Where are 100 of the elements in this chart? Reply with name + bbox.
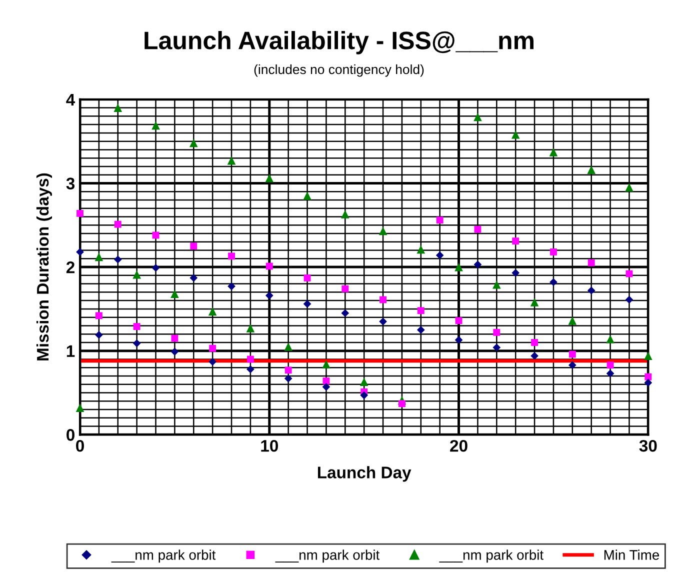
legend-label: ___nm park orbit xyxy=(275,550,380,563)
y-tick-label: 0 xyxy=(66,429,74,441)
point xyxy=(228,282,236,290)
point xyxy=(606,370,614,378)
point xyxy=(492,344,501,352)
point xyxy=(568,350,576,358)
point xyxy=(625,296,634,304)
point xyxy=(189,138,198,148)
point xyxy=(227,156,236,165)
point xyxy=(246,356,254,363)
point xyxy=(512,268,520,277)
y-tick-label: 3 xyxy=(66,178,75,190)
point xyxy=(530,298,539,306)
point xyxy=(170,348,179,356)
point xyxy=(152,121,160,130)
point xyxy=(133,323,140,330)
point xyxy=(378,226,388,236)
y-tick-label: 1 xyxy=(66,345,75,357)
point xyxy=(436,251,444,260)
point xyxy=(416,326,425,334)
point xyxy=(171,334,178,342)
point xyxy=(625,183,634,192)
x-tick-label: 0 xyxy=(76,440,84,452)
point xyxy=(322,360,330,368)
point xyxy=(114,104,122,112)
point xyxy=(340,210,350,218)
x-tick-label: 30 xyxy=(639,440,657,452)
point xyxy=(322,378,330,384)
point xyxy=(568,316,577,325)
point xyxy=(474,226,482,233)
point xyxy=(341,309,350,318)
point xyxy=(246,365,254,374)
point xyxy=(284,366,292,374)
point xyxy=(342,285,349,292)
point xyxy=(644,352,652,360)
point xyxy=(474,112,482,122)
point xyxy=(265,174,274,182)
point xyxy=(588,259,595,266)
y-tick-label: 4 xyxy=(66,94,76,106)
point xyxy=(208,358,217,366)
point xyxy=(284,342,292,351)
point xyxy=(95,312,102,320)
point xyxy=(416,245,426,254)
y-tick-label: 2 xyxy=(66,261,74,274)
point xyxy=(550,248,557,256)
point xyxy=(493,328,500,336)
point xyxy=(208,307,217,316)
point xyxy=(550,278,558,286)
chart-title: Launch Availability - ISS@___nm xyxy=(144,31,534,54)
point xyxy=(190,274,198,282)
point xyxy=(436,216,444,224)
point xyxy=(76,248,84,256)
point xyxy=(132,270,141,279)
point xyxy=(530,352,538,360)
point xyxy=(549,148,558,156)
point xyxy=(398,400,406,408)
point xyxy=(190,242,198,250)
legend-label: ___nm park orbit xyxy=(439,550,544,563)
point xyxy=(492,280,501,289)
point xyxy=(114,220,122,228)
legend-label: Min Time xyxy=(604,550,660,560)
point xyxy=(379,318,387,326)
point xyxy=(132,339,141,348)
point xyxy=(246,324,255,332)
point xyxy=(512,238,520,245)
point xyxy=(94,252,104,262)
point xyxy=(170,290,179,298)
point xyxy=(322,382,330,391)
point xyxy=(284,374,292,382)
point xyxy=(152,264,160,272)
point xyxy=(454,336,463,344)
x-axis-title: Launch Day xyxy=(318,466,412,482)
point xyxy=(474,260,482,268)
point xyxy=(360,391,368,400)
point xyxy=(228,252,235,260)
point xyxy=(303,300,312,308)
point xyxy=(606,362,614,369)
point xyxy=(360,378,368,386)
point xyxy=(95,330,103,339)
point xyxy=(76,404,84,412)
point xyxy=(568,361,576,370)
point xyxy=(265,292,274,300)
point xyxy=(644,373,652,380)
point xyxy=(304,274,311,282)
point xyxy=(587,286,596,294)
x-tick-label: 20 xyxy=(450,440,468,452)
point xyxy=(511,130,520,139)
point xyxy=(266,262,273,270)
legend-label: ___nm park orbit xyxy=(111,550,216,563)
point xyxy=(152,232,160,239)
point xyxy=(606,334,614,344)
point xyxy=(587,166,596,174)
x-tick-label: 10 xyxy=(261,440,278,452)
point xyxy=(454,262,463,272)
chart-subtitle: (includes no contigency hold) xyxy=(254,64,424,77)
point xyxy=(455,317,462,324)
point xyxy=(114,256,122,264)
point xyxy=(644,378,652,387)
point xyxy=(303,192,312,200)
point xyxy=(209,344,216,352)
